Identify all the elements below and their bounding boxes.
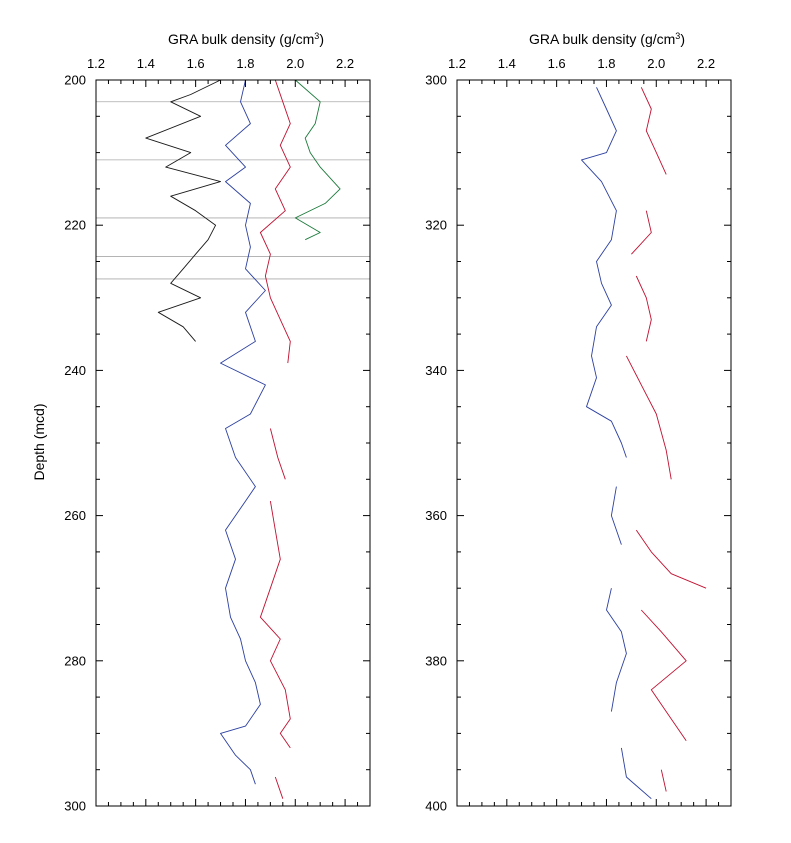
left-x-tick-label: 1.2 [87,56,105,71]
left-y-tick-label: 280 [64,653,86,668]
left-y-tick-label: 260 [64,508,86,523]
right-series-1-line [625,87,707,792]
y-axis-title: Depth (mcd) [31,403,47,480]
right-x-axis-title: GRA bulk density (g/cm3) [529,31,685,47]
left-x-tick-label: 1.6 [187,56,205,71]
right-y-tick-label: 380 [425,653,447,668]
right-series-0-line [581,87,652,800]
left-series-3-line [259,79,291,799]
left-y-tick-label: 240 [64,363,86,378]
right-x-tick-label: 1.4 [498,56,516,71]
left-plot-frame [95,79,371,807]
right-plot-frame [456,79,732,807]
left-panel: GRA bulk density (g/cm3) Depth (mcd) 1.2… [31,31,371,814]
left-x-tick-label: 1.4 [137,56,155,71]
right-panel: GRA bulk density (g/cm3) 1.2 1.4 1.6 1.8 2.0… [425,31,732,814]
left-x-tick-label: 1.8 [236,56,254,71]
left-x-tick-label: 2.2 [336,56,354,71]
right-x-tick-label: 1.2 [448,56,466,71]
left-y-tick-label: 300 [64,799,86,814]
right-y-tick-label: 360 [425,508,447,523]
right-y-tick-label: 340 [425,363,447,378]
left-y-tick-label: 200 [64,73,86,88]
left-x-axis-title: GRA bulk density (g/cm3) [168,31,324,47]
left-y-tick-label: 220 [64,218,86,233]
right-x-tick-label: 1.8 [597,56,615,71]
left-x-tick-label: 2.0 [286,56,304,71]
right-y-tick-label: 300 [425,73,447,88]
left-series-0-line [145,79,221,342]
left-series-2-line [220,79,266,785]
right-x-tick-label: 2.2 [697,56,715,71]
right-x-tick-label: 1.6 [548,56,566,71]
right-x-tick-label: 2.0 [647,56,665,71]
right-y-tick-label: 400 [425,799,447,814]
right-y-tick-label: 320 [425,218,447,233]
left-series-1-line [294,79,341,241]
